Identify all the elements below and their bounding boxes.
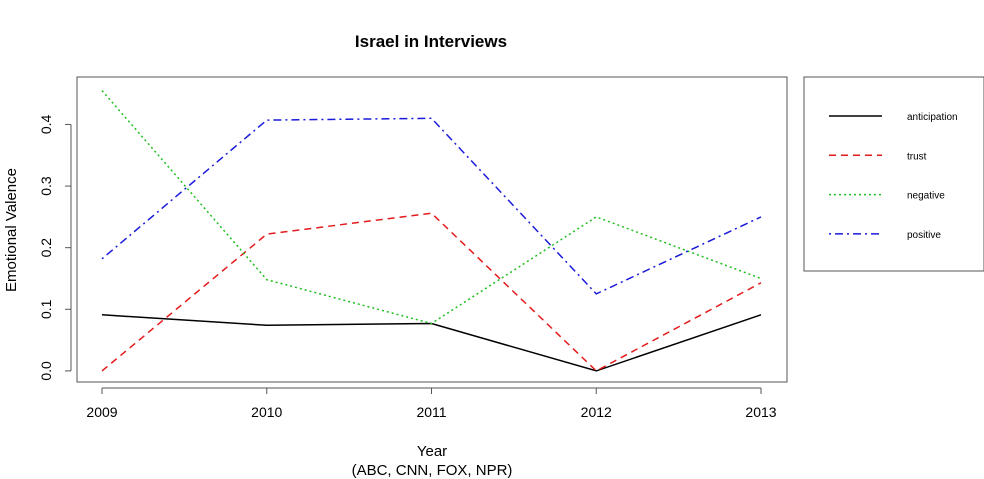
series-line-negative [101,90,762,325]
series-line-trust [101,212,762,372]
series-lines [101,90,762,372]
x-axis-sublabel: (ABC, CNN, FOX, NPR) [352,462,513,479]
y-tick-label: 0.2 [38,238,54,258]
legend-label-trust: trust [907,151,927,162]
legend-box [803,76,984,272]
chart-title: Israel in Interviews [355,32,507,51]
y-axis: 0.0 0.1 0.2 0.3 0.4 [38,115,72,381]
y-tick-label: 0.3 [38,176,54,196]
x-tick-label: 2013 [745,404,776,420]
series-line-positive [101,117,762,295]
y-tick-label: 0.4 [38,115,54,135]
y-tick-label: 0.1 [38,299,54,319]
plot-frame [76,76,788,383]
y-tick-label: 0.0 [38,361,54,381]
legend-label-positive: positive [907,230,941,241]
legend-label-negative: negative [907,191,945,202]
x-tick-label: 2010 [251,404,282,420]
y-axis-label: Emotional Valence [3,168,20,292]
x-tick-label: 2012 [581,404,612,420]
x-axis-label: Year [417,443,447,460]
legend-label-anticipation: anticipation [907,112,958,123]
legend: anticipation trust negative positive [829,112,958,241]
x-axis: 2009 2010 2011 2012 2013 [86,387,777,420]
x-tick-label: 2009 [86,404,117,420]
x-tick-label: 2011 [416,404,446,420]
